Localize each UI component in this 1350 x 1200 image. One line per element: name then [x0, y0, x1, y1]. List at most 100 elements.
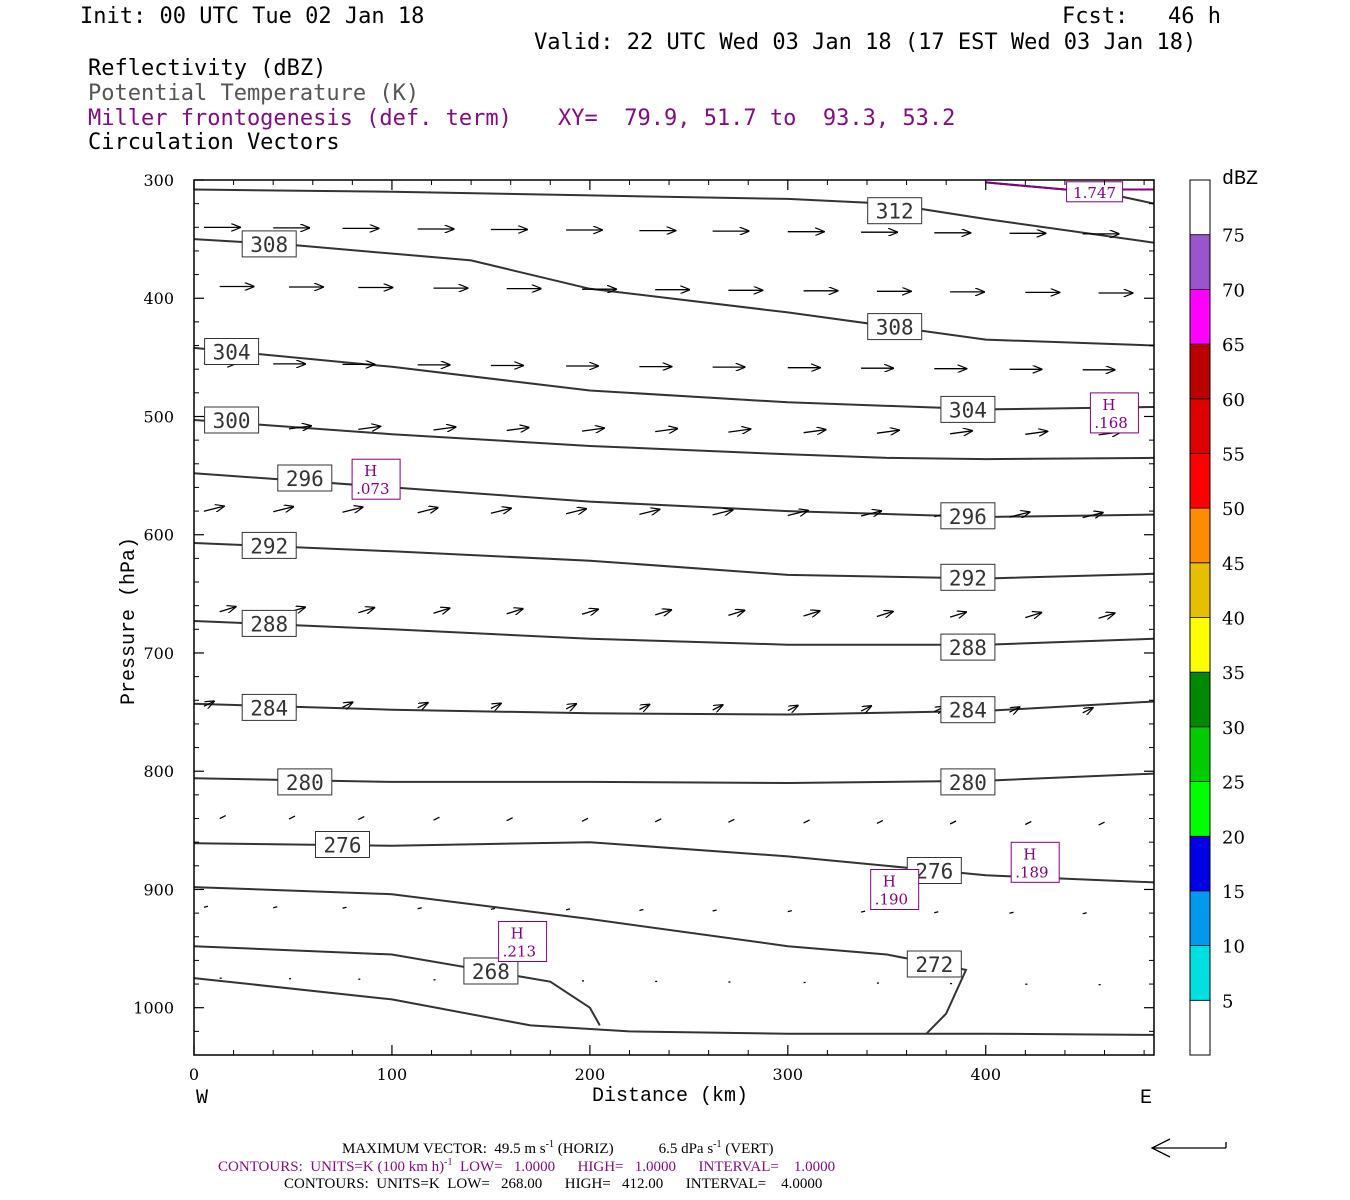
vector-8-8: [787, 909, 792, 913]
colorbar-label-75: 75: [1222, 226, 1245, 247]
x-tick-label-0: 0: [189, 1065, 199, 1084]
colorbar-label-45: 45: [1222, 554, 1245, 575]
vector-7-8: [803, 819, 810, 824]
max-vector-vert-exp: -1: [713, 1139, 722, 1150]
vector-5-11: [1025, 613, 1041, 618]
theta-label-box: [867, 313, 923, 341]
vector-5-12: [1098, 613, 1115, 618]
vector-6-11: [1009, 707, 1020, 712]
theta-label-text: 284: [250, 696, 288, 720]
vector-7-4: [506, 817, 513, 822]
vector-6-6: [639, 705, 649, 710]
fronto-max-value: .213: [503, 943, 536, 961]
vector-5-9: [876, 612, 893, 617]
vector-6-8: [787, 706, 798, 711]
y-tick-label-700: 700: [143, 644, 174, 663]
theta-label-text: 288: [949, 636, 987, 660]
colorbar-segment-9: [1190, 508, 1210, 564]
x-tick-label-300: 300: [773, 1065, 804, 1084]
vector-8-10: [934, 911, 939, 914]
y-tick-label-800: 800: [143, 762, 174, 781]
y-tick-label-400: 400: [143, 289, 174, 308]
colorbar: 5 10 15 20 25 30 35 40 45 50 55 60 65 70 75: [1189, 179, 1245, 1056]
colorbar-segment-2: [1190, 890, 1210, 946]
colorbar-label-30: 30: [1222, 718, 1245, 739]
max-vector-vert-unit: (VERT): [721, 1141, 774, 1157]
y-tick-label-600: 600: [143, 526, 174, 545]
colorbar-segment-13: [1190, 289, 1210, 345]
colorbar-segment-15: [1190, 180, 1210, 235]
vector-8-4: [490, 907, 496, 911]
fronto-max-letter: H: [364, 462, 377, 480]
fronto-max-letter: H: [511, 925, 524, 943]
fronto-contour-label-box: [1066, 181, 1124, 203]
reference-vector-arrow: [1150, 1138, 1227, 1158]
theta-label-272-18: 272: [906, 950, 962, 978]
vector-8-5: [565, 908, 571, 911]
theta-contour-info: CONTOURS: UNITS=K LOW= 268.00 HIGH= 412.…: [284, 1176, 823, 1192]
theta-label-text: 280: [286, 771, 324, 795]
theta-label-text: 292: [949, 566, 987, 590]
theta-label-text: 312: [876, 200, 914, 224]
vector-5-7: [728, 610, 744, 615]
theta-label-296-6: 296: [277, 464, 333, 492]
plot-frame: [193, 179, 1155, 1056]
theta-label-text: 296: [949, 505, 987, 529]
vector-7-10: [949, 820, 957, 825]
colorbar-label-35: 35: [1222, 663, 1245, 684]
theta-label-box: [204, 338, 260, 365]
theta-contour-268-12: [193, 945, 601, 1026]
vector-7-7: [728, 818, 735, 823]
colorbar-label-55: 55: [1222, 444, 1245, 465]
vector-4-2: [342, 507, 363, 512]
vector-8-0: [203, 905, 209, 908]
fronto-contours: [985, 181, 1154, 191]
theta-label-280-15: 280: [940, 768, 996, 796]
vector-3-6: [655, 429, 677, 432]
theta-label-284-12: 284: [241, 693, 297, 721]
theta-label-text: 276: [915, 860, 953, 884]
theta-label-276-17: 276: [906, 857, 962, 884]
colorbar-segment-7: [1190, 617, 1210, 673]
theta-label-text: 292: [250, 534, 288, 558]
theta-contour-280-9: [193, 772, 1155, 785]
theta-contour-304-3: [193, 346, 1155, 411]
field-fronto-title: Miller frontogenesis (def. term): [88, 106, 512, 131]
vector-7-9: [876, 819, 884, 824]
colorbar-label-15: 15: [1222, 882, 1245, 903]
fronto-max-box: [498, 921, 548, 962]
theta-label-304-3: 304: [204, 338, 260, 365]
fronto-max-value: .073: [356, 480, 389, 498]
y-tick-label-900: 900: [143, 880, 174, 899]
theta-label-280-14: 280: [277, 768, 333, 796]
theta-label-text: 284: [949, 699, 987, 723]
max-vector-line: MAXIMUM VECTOR: 49.5 m s-1 (HORIZ) 6.5 d…: [342, 1139, 774, 1158]
vector-5-3: [433, 608, 450, 613]
fronto-max-letter: H: [883, 873, 896, 891]
fronto-contour-label: 1.747: [1073, 184, 1116, 202]
fronto-contour-exp: -1: [444, 1157, 453, 1168]
vector-7-5: [581, 817, 589, 822]
theta-label-268-19: 268: [463, 957, 519, 985]
colorbar-segment-5: [1190, 726, 1210, 782]
vector-5-2: [358, 608, 374, 613]
vector-8-11: [1009, 911, 1014, 914]
theta-label-text: 296: [286, 467, 324, 491]
theta-label-box: [940, 768, 996, 796]
colorbar-segment-8: [1190, 562, 1210, 618]
theta-label-288-10: 288: [241, 609, 297, 637]
fronto-contour-info: CONTOURS: UNITS=K (100 km h)-1 LOW= 1.00…: [218, 1157, 835, 1176]
vector-8-1: [273, 906, 278, 909]
circulation-vectors: [203, 227, 1133, 986]
contour-labels: 312 308 308 304 304 300 296 296 292 292 288 288 284 2…: [204, 197, 996, 985]
fronto-contour-0: [985, 181, 1154, 191]
theta-contour-296-5: [193, 472, 1155, 519]
theta-label-box: [940, 696, 996, 724]
vector-4-6: [639, 509, 659, 514]
vector-6-7: [712, 705, 723, 710]
fronto-max-value: .168: [1094, 414, 1127, 432]
theta-label-box: [940, 563, 996, 591]
theta-label-box: [241, 230, 297, 258]
vector-6-3: [417, 703, 428, 708]
